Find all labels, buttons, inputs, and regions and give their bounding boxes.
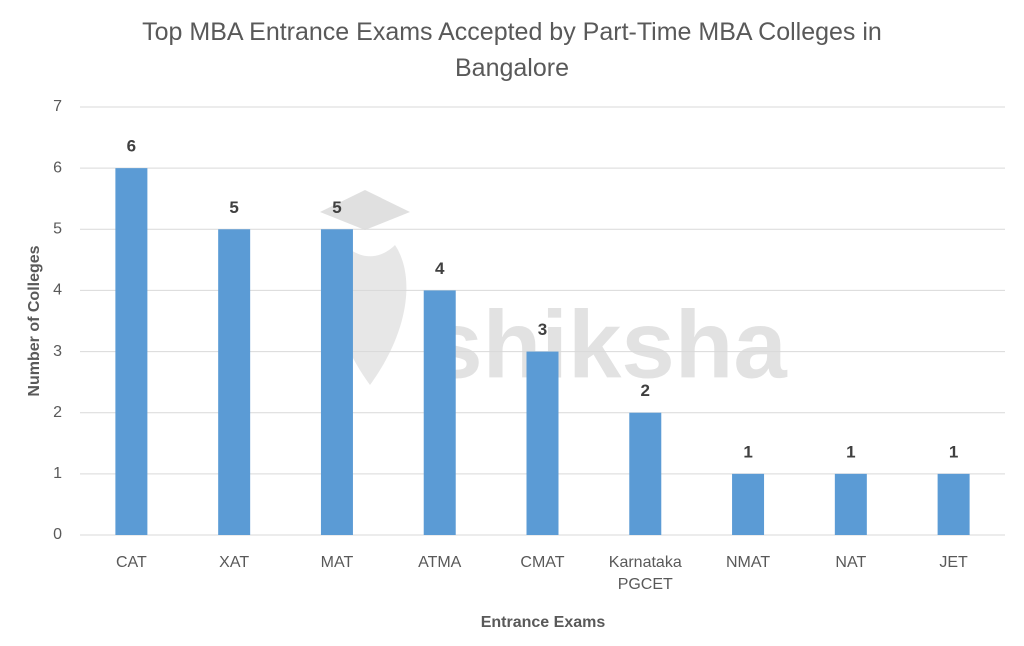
x-tick-box: XAT bbox=[219, 554, 250, 571]
chart-title: Top MBA Entrance Exams Accepted by Part-… bbox=[142, 18, 882, 82]
x-tick-box: ATMA bbox=[418, 554, 462, 571]
bar bbox=[320, 229, 353, 536]
bar bbox=[834, 473, 867, 535]
bar bbox=[732, 473, 765, 535]
y-tick-label: 3 bbox=[53, 343, 62, 360]
data-label: 3 bbox=[538, 320, 547, 339]
x-tick-box: MAT bbox=[320, 554, 354, 571]
data-label: 6 bbox=[127, 137, 136, 156]
x-tick-box: JET bbox=[939, 554, 968, 571]
y-tick-label: 7 bbox=[53, 98, 62, 115]
y-tick-label: 6 bbox=[53, 159, 62, 176]
x-tick-box: CAT bbox=[115, 554, 147, 571]
y-tick-label: 1 bbox=[53, 465, 62, 482]
x-tick-label: CMAT bbox=[520, 554, 565, 571]
watermark: shiksha bbox=[429, 291, 787, 398]
data-label: 1 bbox=[949, 442, 958, 461]
x-tick-label: ATMA bbox=[418, 554, 462, 571]
y-tick-label: 0 bbox=[53, 526, 62, 543]
data-label: 1 bbox=[846, 442, 855, 461]
bar bbox=[526, 351, 559, 535]
data-label: 2 bbox=[641, 381, 650, 400]
x-tick-box: CMAT bbox=[520, 554, 565, 571]
bar bbox=[629, 412, 662, 535]
x-tick-box: Karnataka PGCET bbox=[608, 554, 682, 593]
data-label: 4 bbox=[435, 259, 445, 278]
y-tick-label: 4 bbox=[53, 282, 62, 299]
bar bbox=[937, 473, 970, 535]
x-tick-label: MAT bbox=[320, 554, 354, 571]
x-tick-label: NMAT bbox=[725, 554, 771, 571]
x-tick-label: NAT bbox=[835, 554, 867, 571]
data-label: 5 bbox=[332, 198, 341, 217]
bar bbox=[423, 290, 456, 535]
bar bbox=[218, 229, 251, 536]
data-label: 1 bbox=[743, 442, 752, 461]
x-axis-title: Entrance Exams bbox=[481, 614, 606, 631]
x-tick-label: XAT bbox=[219, 554, 250, 571]
x-tick-box: NMAT bbox=[725, 554, 771, 571]
y-tick-label: 5 bbox=[53, 221, 62, 238]
y-axis-title: Number of Colleges bbox=[26, 245, 43, 396]
x-tick-box: NAT bbox=[835, 554, 867, 571]
bar bbox=[115, 168, 148, 535]
x-tick-label: JET bbox=[939, 554, 968, 571]
x-tick-label: Karnataka PGCET bbox=[608, 554, 682, 593]
data-label: 5 bbox=[229, 198, 238, 217]
y-tick-label: 2 bbox=[53, 404, 62, 421]
title-box: Top MBA Entrance Exams Accepted by Part-… bbox=[142, 18, 882, 82]
x-tick-label: CAT bbox=[115, 554, 147, 571]
